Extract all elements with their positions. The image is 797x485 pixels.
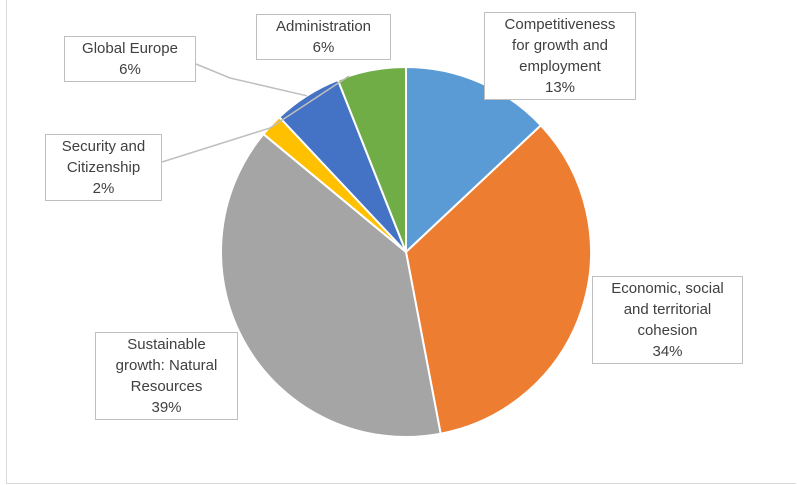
- chart-frame: [6, 0, 796, 484]
- slice-sustainable-growth: [220, 132, 442, 438]
- label-competitiveness: Competitiveness for growth and employmen…: [484, 12, 636, 100]
- leader-security-citizenship: [161, 75, 350, 163]
- slice-economic-cohesion: [404, 123, 592, 435]
- label-global-europe: Global Europe 6%: [64, 36, 196, 82]
- label-sustainable-growth: Sustainable growth: Natural Resources 39…: [95, 332, 238, 420]
- label-economic-cohesion: Economic, social and territorial cohesio…: [592, 276, 743, 364]
- label-security-citizenship: Security and Citizenship 2%: [45, 134, 162, 201]
- slice-administration: [336, 65, 407, 253]
- slice-competitiveness: [405, 65, 543, 255]
- label-administration: Administration 6%: [256, 14, 391, 60]
- leader-global-europe: [195, 63, 308, 97]
